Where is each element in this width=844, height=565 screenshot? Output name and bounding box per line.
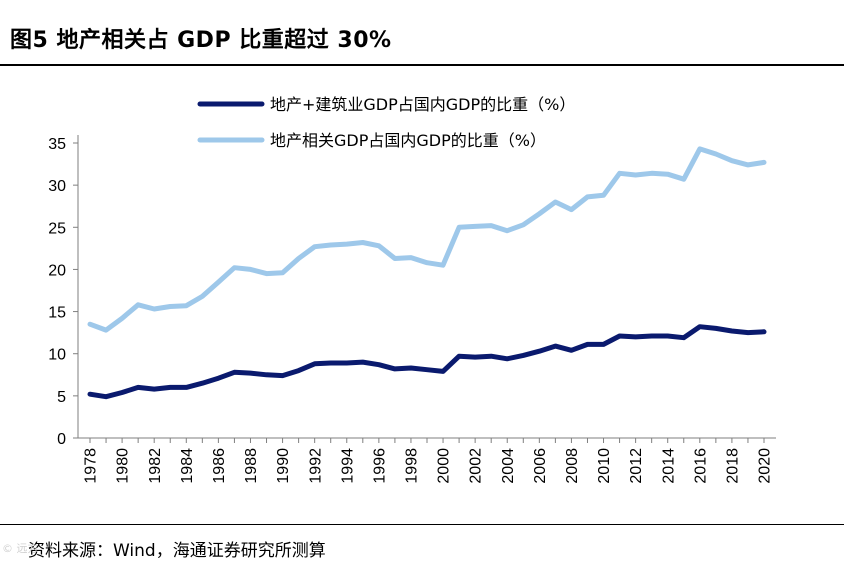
- x-tick-label: 2000: [436, 448, 453, 484]
- top-rule: [0, 64, 844, 66]
- bottom-rule: [0, 524, 844, 525]
- source-note: 资料来源：Wind，海通证券研究所测算: [28, 541, 326, 561]
- x-tick-label: 2016: [692, 448, 709, 484]
- x-tick-label: 2018: [725, 448, 742, 484]
- y-tick-label: 15: [48, 305, 66, 322]
- y-tick-label: 5: [57, 389, 66, 406]
- chart-legend: 地产+建筑业GDP占国内GDP的比重（%） 地产相关GDP占国内GDP的比重（%）: [197, 95, 575, 150]
- y-tick-label: 25: [48, 220, 66, 237]
- series-line-2: [87, 146, 767, 333]
- figure-title: 图5 地产相关占 GDP 比重超过 30%: [10, 28, 392, 53]
- x-tick-label: 2010: [596, 448, 613, 484]
- line-chart: 地产+建筑业GDP占国内GDP的比重（%） 地产相关GDP占国内GDP的比重（%）…: [48, 95, 776, 484]
- x-tick-label: 1984: [179, 448, 196, 484]
- x-tick-label: 1988: [243, 448, 260, 484]
- x-tick-label: 1980: [115, 448, 132, 484]
- x-tick-label: 1982: [147, 448, 164, 484]
- x-tick-label: 1992: [307, 448, 324, 484]
- x-tick-label: 1998: [404, 448, 421, 484]
- y-tick-label: 10: [48, 347, 66, 364]
- series-layer: [87, 146, 767, 400]
- x-tick-label: 1978: [83, 448, 100, 484]
- y-tick-label: 0: [57, 431, 66, 448]
- y-axis: 0 5 10 15 20 25 30 35: [48, 135, 79, 448]
- series-line-1: [87, 324, 767, 400]
- x-tick-label: 1994: [339, 448, 356, 484]
- x-tick-label: 1990: [275, 448, 292, 484]
- x-tick-label: 1996: [371, 448, 388, 484]
- y-tick-label: 20: [48, 262, 66, 279]
- x-tick-label: 2014: [660, 448, 677, 484]
- x-tick-label: 1986: [211, 448, 228, 484]
- x-tick-label: 2002: [468, 448, 485, 484]
- x-tick-label: 2012: [628, 448, 645, 484]
- legend-label-2: 地产相关GDP占国内GDP的比重（%）: [270, 131, 546, 150]
- x-tick-label: 2006: [532, 448, 549, 484]
- x-axis: 1978 1980 1982 1984 1986 1988 1990 1992 1994 1996…: [78, 437, 776, 484]
- y-tick-label: 30: [48, 178, 66, 195]
- x-tick-label: 2008: [564, 448, 581, 484]
- y-tick-label: 35: [48, 136, 66, 153]
- x-tick-label: 2020: [757, 448, 774, 484]
- watermark: © 远方: [2, 542, 39, 555]
- x-tick-label: 2004: [500, 448, 517, 484]
- legend-label-1: 地产+建筑业GDP占国内GDP的比重（%）: [270, 95, 575, 114]
